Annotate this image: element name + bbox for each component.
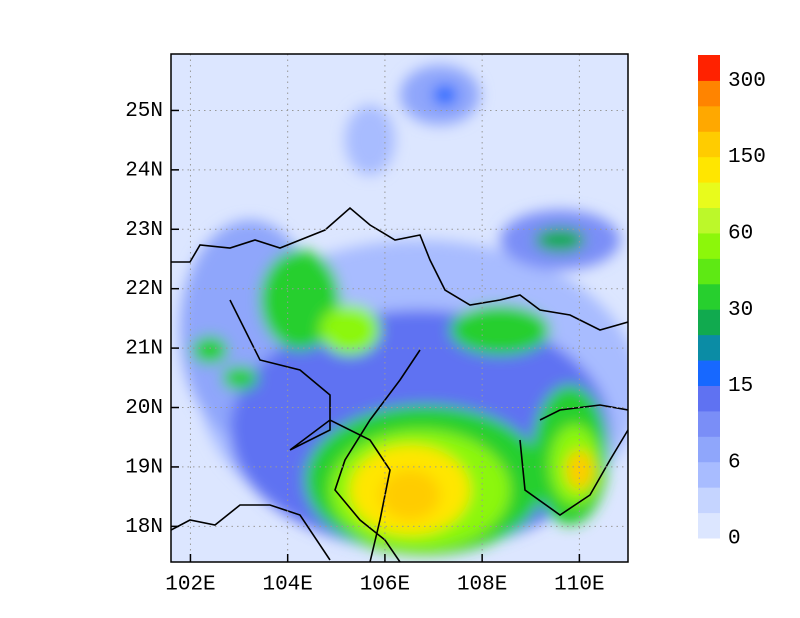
- colorbar-swatch: [698, 461, 720, 488]
- colorbar-swatch: [698, 207, 720, 234]
- colorbar-swatch: [698, 512, 720, 539]
- precip-field: [171, 54, 628, 562]
- y-tick-label: 22N: [125, 278, 163, 301]
- x-tick-label: 110E: [554, 574, 604, 597]
- colorbar-label: 60: [728, 222, 753, 245]
- x-tick-label: 108E: [457, 574, 507, 597]
- y-tick-label: 23N: [125, 219, 163, 242]
- y-tick-label: 25N: [125, 100, 163, 123]
- colorbar-swatch: [698, 80, 720, 107]
- colorbar-swatch: [698, 105, 720, 132]
- colorbar-label: 0: [728, 528, 741, 551]
- colorbar-swatch: [698, 55, 720, 81]
- map-frame: [170, 53, 629, 563]
- y-tick-label: 24N: [125, 159, 163, 182]
- colorbar-swatch: [698, 410, 720, 437]
- y-tick-label: 19N: [125, 456, 163, 479]
- colorbar-swatch: [698, 487, 720, 514]
- y-tick-label: 20N: [125, 397, 163, 420]
- y-tick-label: 18N: [125, 516, 163, 539]
- colorbar-label: 30: [728, 299, 753, 322]
- colorbar-label: 150: [728, 146, 766, 169]
- colorbar-label: 300: [728, 70, 766, 93]
- colorbar-swatch: [698, 334, 720, 361]
- colorbar-swatch: [698, 360, 720, 386]
- axes: 102E 104E 106E 108E 110E 18N 19N 20N 21N 22N 23N 24…: [125, 100, 604, 597]
- x-tick-label: 104E: [262, 574, 312, 597]
- colorbar-swatch: [698, 309, 720, 336]
- colorbar-label: 6: [728, 451, 741, 474]
- coastline: [171, 206, 628, 562]
- x-tick-label: 102E: [165, 574, 215, 597]
- x-tick-label: 106E: [360, 574, 410, 597]
- colorbar-label: 15: [728, 375, 753, 398]
- colorbar: 0 6 15 30 60 150 300: [698, 55, 766, 551]
- colorbar-swatch: [698, 258, 720, 285]
- colorbar-swatch: [698, 385, 720, 412]
- colorbar-swatch: [698, 131, 720, 158]
- colorbar-swatch: [698, 182, 720, 209]
- colorbar-swatch: [698, 232, 720, 259]
- colorbar-swatch: [698, 283, 720, 310]
- colorbar-swatch: [698, 156, 720, 183]
- colorbar-swatch: [698, 436, 720, 463]
- y-tick-label: 21N: [125, 338, 163, 361]
- grid: [171, 54, 628, 562]
